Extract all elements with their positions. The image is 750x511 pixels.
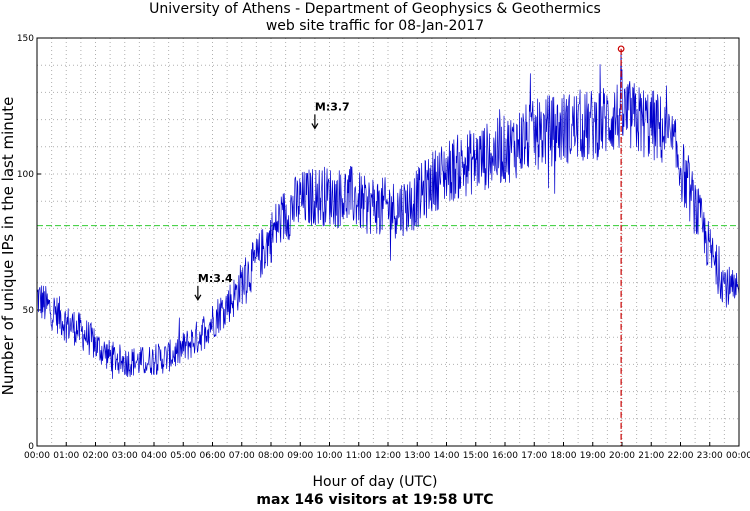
x-tick-label: 14:00 bbox=[434, 451, 460, 461]
x-tick-label: 20:00 bbox=[609, 451, 635, 461]
x-tick-label: 03:00 bbox=[112, 451, 138, 461]
max-marker-point bbox=[617, 45, 625, 53]
x-tick-label: 13:00 bbox=[404, 451, 430, 461]
max-visitors-summary: max 146 visitors at 19:58 UTC bbox=[256, 492, 494, 508]
annotation-label: M:3.4 bbox=[198, 272, 233, 285]
traffic-series-line bbox=[36, 48, 740, 379]
x-tick-label: 07:00 bbox=[229, 451, 255, 461]
x-tick-label: 16:00 bbox=[492, 451, 518, 461]
x-tick-label: 15:00 bbox=[463, 451, 489, 461]
x-tick-label: 04:00 bbox=[141, 451, 167, 461]
x-tick-label: 00:00 bbox=[726, 451, 750, 461]
x-tick-label: 05:00 bbox=[170, 451, 196, 461]
x-tick-label: 01:00 bbox=[53, 451, 79, 461]
x-tick-label: 17:00 bbox=[521, 451, 547, 461]
annotation-arrow-head bbox=[194, 294, 202, 302]
x-tick-label: 21:00 bbox=[638, 451, 664, 461]
chart-subtitle: web site traffic for 08-Jan-2017 bbox=[265, 18, 485, 34]
x-tick-label: 18:00 bbox=[551, 451, 577, 461]
x-tick-label: 12:00 bbox=[375, 451, 401, 461]
x-tick-label: 02:00 bbox=[83, 451, 109, 461]
annotation-arrow-head bbox=[311, 123, 319, 130]
x-tick-label: 09:00 bbox=[287, 451, 313, 461]
x-tick-label: 23:00 bbox=[697, 451, 723, 461]
plot-frame bbox=[36, 37, 740, 447]
x-tick-label: 10:00 bbox=[317, 451, 343, 461]
y-axis-label: Number of unique IPs in the last minute bbox=[0, 96, 17, 396]
x-tick-label: 08:00 bbox=[258, 451, 284, 461]
x-tick-label: 00:00 bbox=[24, 451, 50, 461]
y-tick-label: 150 bbox=[17, 34, 34, 44]
y-tick-label: 100 bbox=[17, 170, 34, 180]
annotation-label: M:3.7 bbox=[315, 100, 350, 113]
y-tick-label: 50 bbox=[23, 306, 35, 316]
x-tick-label: 22:00 bbox=[668, 451, 694, 461]
x-tick-label: 19:00 bbox=[580, 451, 606, 461]
chart-title: University of Athens - Department of Geo… bbox=[149, 1, 601, 17]
x-axis-label: Hour of day (UTC) bbox=[312, 474, 438, 490]
y-tick-label: 0 bbox=[28, 442, 34, 452]
x-tick-label: 11:00 bbox=[346, 451, 372, 461]
x-tick-label: 06:00 bbox=[200, 451, 226, 461]
